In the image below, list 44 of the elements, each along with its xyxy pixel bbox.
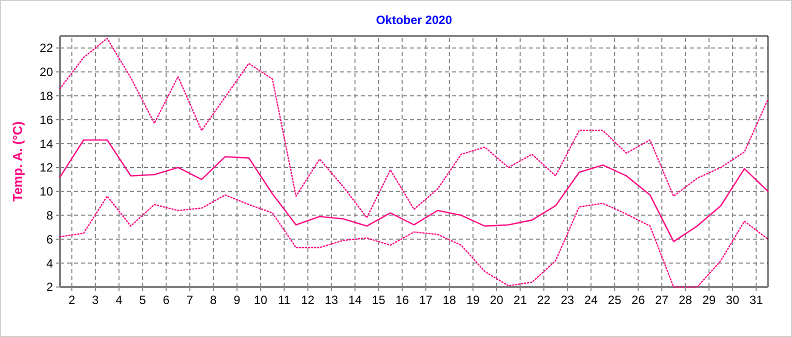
- y-tick-label: 18: [40, 88, 54, 103]
- x-tick-label: 29: [702, 293, 716, 307]
- y-tick-label: 4: [46, 256, 54, 270]
- x-tick-label: 12: [301, 293, 315, 307]
- x-tick-label: 28: [678, 293, 692, 307]
- y-tick-label: 2: [46, 280, 54, 294]
- x-tick-label: 11: [278, 293, 291, 307]
- x-tick-label: 14: [348, 293, 362, 307]
- x-tick-label: 17: [419, 293, 433, 307]
- x-tick-label: 16: [396, 293, 410, 307]
- x-tick-label: 15: [372, 293, 386, 307]
- x-tick-label: 31: [750, 293, 764, 307]
- x-tick-label: 22: [537, 293, 551, 307]
- y-tick-label: 8: [46, 208, 54, 222]
- x-tick-label: 18: [442, 293, 456, 307]
- x-tick-label: 10: [254, 293, 268, 307]
- y-tick-label: 22: [40, 41, 54, 56]
- x-tick-label: 21: [514, 293, 528, 307]
- y-tick-label: 6: [46, 232, 54, 246]
- x-tick-label: 26: [632, 293, 646, 307]
- x-tick-label: 3: [92, 293, 100, 307]
- x-tick-label: 13: [324, 293, 338, 307]
- x-tick-label: 5: [139, 293, 146, 307]
- line-series: [59, 139, 769, 242]
- y-tick-label: 14: [40, 136, 54, 151]
- x-tick-label: 8: [210, 293, 218, 307]
- x-tick-label: 24: [584, 293, 598, 307]
- y-tick-label: 16: [40, 112, 54, 127]
- x-tick-label: 4: [116, 293, 123, 307]
- y-tick-label: 12: [40, 160, 54, 175]
- y-tick-label: 10: [40, 184, 54, 199]
- x-tick-label: 27: [655, 293, 669, 307]
- chart-title: Oktober 2020: [376, 13, 452, 27]
- x-tick-label: 2: [68, 293, 76, 307]
- x-tick-label: 6: [162, 293, 170, 307]
- x-tick-label: 9: [234, 293, 241, 307]
- y-axis-title: Temp. A. (°C): [10, 121, 25, 202]
- x-tick-label: 20: [490, 293, 504, 307]
- x-tick-label: 30: [726, 293, 740, 307]
- y-tick-label: 20: [40, 65, 54, 80]
- x-tick-label: 7: [186, 293, 194, 307]
- x-tick-label: 19: [466, 293, 480, 307]
- x-tick-label: 23: [560, 293, 574, 307]
- x-tick-label: 25: [608, 293, 622, 307]
